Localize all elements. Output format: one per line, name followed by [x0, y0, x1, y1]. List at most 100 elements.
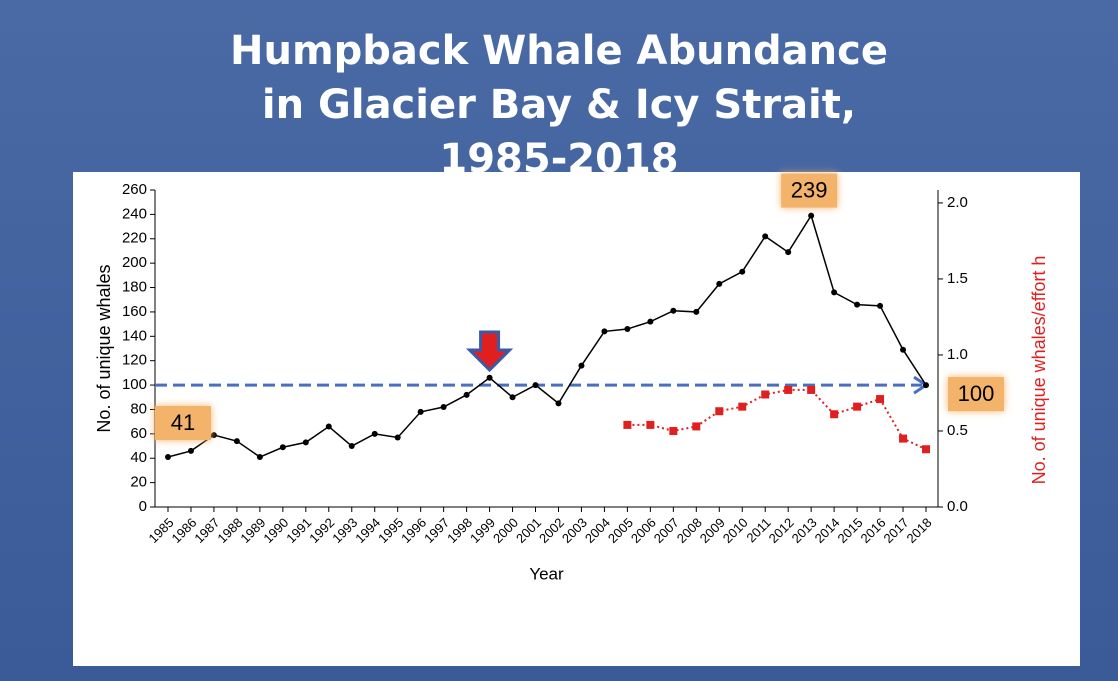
x-tick-label: 2013 — [789, 515, 820, 546]
x-tick-label: 2011 — [743, 515, 773, 545]
x-tick-label: 1993 — [329, 515, 360, 546]
y-tick-label: 160 — [122, 303, 147, 320]
annotation-box — [948, 377, 1004, 412]
annotation: 41 — [171, 410, 195, 435]
x-tick-label: 1999 — [467, 515, 498, 546]
point — [807, 385, 816, 394]
point — [646, 420, 655, 429]
y2-tick-label: 2.0 — [947, 194, 968, 211]
point — [486, 374, 493, 381]
x-tick-label: 1995 — [375, 515, 406, 546]
point — [165, 454, 171, 461]
point — [831, 289, 838, 296]
x-tick-label: 2006 — [628, 515, 659, 546]
series-line — [167, 213, 927, 458]
point — [256, 454, 263, 461]
point — [670, 307, 677, 314]
x-tick-label: 1990 — [260, 515, 291, 546]
annotation: 100 — [958, 381, 995, 406]
point — [463, 391, 470, 398]
point — [578, 362, 585, 369]
y2-tick-label: 1.5 — [947, 270, 968, 287]
point — [325, 423, 332, 430]
y-tick-label: 140 — [122, 327, 147, 344]
point — [853, 402, 862, 411]
x-tick-label: 2017 — [881, 515, 912, 546]
y-tick-label: 240 — [122, 205, 147, 222]
point — [738, 402, 747, 411]
x-tick-label: 1996 — [398, 515, 429, 546]
x-tick-label: 2005 — [605, 515, 636, 546]
point — [601, 328, 608, 335]
point — [669, 426, 678, 435]
point — [555, 400, 562, 407]
point — [692, 422, 701, 431]
y2-tick-label: 1.0 — [947, 346, 968, 363]
x-tick-label: 1997 — [421, 515, 452, 546]
y-axis-label: No. of unique whales — [94, 264, 114, 432]
point — [371, 430, 378, 437]
x-tick-label: 1988 — [214, 515, 245, 546]
x-tick-label: 2007 — [651, 515, 682, 546]
point — [394, 434, 401, 441]
point — [899, 434, 908, 443]
x-tick-label: 2014 — [812, 515, 843, 546]
x-tick-label: 1989 — [237, 515, 268, 546]
point — [624, 325, 631, 332]
point — [739, 268, 746, 275]
y-tick-label: 260 — [122, 181, 147, 198]
point — [647, 318, 654, 325]
point — [210, 432, 217, 439]
x-tick-label: 1985 — [145, 515, 176, 546]
x-axis-label: Year — [529, 564, 564, 583]
point — [922, 445, 930, 454]
y2-tick-label: 0.5 — [947, 422, 968, 439]
y-tick-label: 180 — [122, 279, 147, 296]
y-tick-label: 80 — [130, 400, 147, 417]
annotation: 239 — [791, 177, 828, 202]
point — [854, 301, 861, 308]
x-tick-label: 2004 — [582, 515, 613, 546]
point — [762, 233, 769, 240]
annotation-box — [155, 406, 211, 441]
point — [761, 390, 770, 399]
annotation-box — [781, 173, 838, 208]
y2-axis-label: No. of unique whales/effort h — [1029, 256, 1049, 485]
point — [785, 249, 792, 256]
y-tick-label: 200 — [122, 254, 147, 271]
point — [417, 408, 424, 415]
x-tick-label: 2008 — [674, 515, 705, 546]
chart-title: Humpback Whale Abundance in Glacier Bay … — [230, 28, 888, 182]
point — [900, 346, 907, 353]
x-tick-label: 2016 — [858, 515, 889, 546]
x-tick-label: 2009 — [697, 515, 728, 546]
x-tick-label: 2003 — [559, 515, 590, 546]
point — [509, 394, 516, 401]
x-tick-label: 1994 — [352, 515, 383, 546]
x-tick-label: 2015 — [835, 515, 866, 546]
point — [877, 302, 884, 309]
x-tick-label: 1991 — [283, 515, 314, 546]
point — [532, 382, 539, 389]
x-tick-label: 2018 — [903, 515, 934, 546]
y-tick-label: 0 — [139, 498, 147, 515]
x-tick-label: 2000 — [490, 515, 521, 546]
point — [348, 443, 355, 450]
point — [302, 439, 309, 446]
x-tick-label: 1992 — [306, 515, 337, 546]
point — [876, 395, 885, 404]
x-tick-label: 2010 — [720, 515, 751, 546]
x-tick-label: 2012 — [766, 515, 797, 546]
point — [623, 420, 632, 429]
y2-tick-label: 0.0 — [947, 498, 968, 515]
panel — [73, 172, 1080, 666]
point — [923, 382, 929, 389]
y-tick-label: 100 — [122, 376, 147, 393]
x-tick-label: 1998 — [444, 515, 475, 546]
x-tick-label: 1987 — [191, 515, 222, 546]
point — [784, 385, 793, 394]
y-tick-label: 120 — [122, 352, 147, 369]
y-tick-label: 40 — [130, 449, 147, 466]
